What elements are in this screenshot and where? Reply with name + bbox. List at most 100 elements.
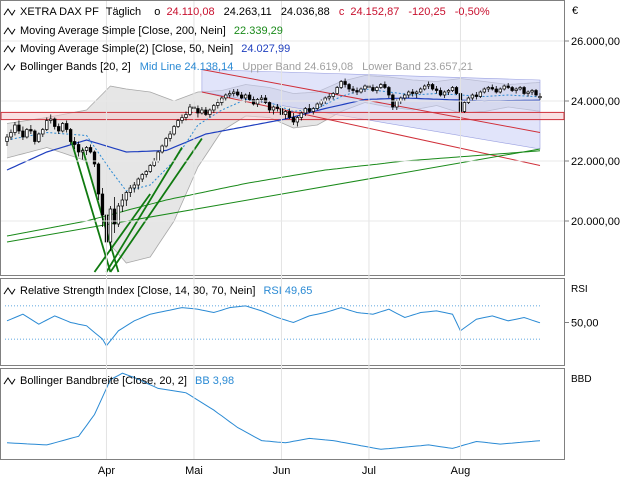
candle-body-up xyxy=(200,109,204,114)
line-icon xyxy=(3,287,16,295)
candle-body-up xyxy=(128,187,132,193)
candle-body-down xyxy=(263,97,268,103)
candle-body-down xyxy=(21,130,25,138)
candle-body-up xyxy=(315,103,319,109)
candle-body-down xyxy=(291,117,296,123)
candle xyxy=(518,86,522,91)
candle xyxy=(80,147,85,160)
candle xyxy=(72,137,77,149)
candle-body-up xyxy=(144,171,148,175)
candle-body-up xyxy=(335,87,339,94)
candle xyxy=(351,86,355,94)
candle-body-up xyxy=(184,114,188,118)
candle-body-up xyxy=(49,118,53,121)
candle xyxy=(415,90,419,98)
price-plot xyxy=(0,69,565,273)
line-icon xyxy=(3,45,16,53)
candle xyxy=(180,114,184,124)
price-tick-label: 24.000,00 xyxy=(571,96,620,108)
candle xyxy=(419,87,423,94)
candle-body-up xyxy=(303,108,307,114)
candle xyxy=(466,96,471,104)
candle-body-up xyxy=(283,111,288,115)
candle-body-up xyxy=(482,88,486,93)
rsi-legend: Relative Strength Index [Close, 14, 30, … xyxy=(3,284,588,297)
candle-body-down xyxy=(57,126,61,132)
candle xyxy=(148,164,152,173)
candle-body-down xyxy=(534,90,538,96)
rsi-line xyxy=(6,305,541,347)
candle-body-up xyxy=(466,97,471,103)
currency-symbol: € xyxy=(572,5,578,17)
rsi-panel-label: RSI xyxy=(571,284,588,295)
bbw-label: Bollinger Bandbreite [Close, 20, 2] xyxy=(20,375,187,387)
candle xyxy=(13,122,17,136)
candle xyxy=(136,177,140,190)
candle xyxy=(25,128,29,139)
ma50-value: 24.027,99 xyxy=(241,43,290,55)
candle-body-up xyxy=(255,99,260,105)
candle-body-up xyxy=(442,91,447,96)
candle-body-up xyxy=(514,88,518,91)
candle xyxy=(96,162,101,200)
candle xyxy=(422,84,427,91)
candle xyxy=(200,107,204,115)
candle-body-up xyxy=(538,96,542,99)
rsi-tick-label: 50,00 xyxy=(571,318,599,330)
candle xyxy=(212,104,216,113)
candle xyxy=(88,144,93,154)
candle-body-down xyxy=(522,87,526,94)
candle-body-down xyxy=(251,99,256,105)
candle-body-up xyxy=(212,105,216,111)
bb-upper-value: Upper Band 24.619,08 xyxy=(242,61,353,73)
candle-body-down xyxy=(247,94,252,100)
candle-body-up xyxy=(136,178,140,186)
candle-body-up xyxy=(331,93,335,97)
x-tick-label-jul: Jul xyxy=(362,465,376,477)
candle-body-up xyxy=(188,106,192,115)
price-tick-label: 22.000,00 xyxy=(571,156,620,168)
candle xyxy=(379,83,383,89)
candle xyxy=(434,86,439,94)
candle xyxy=(407,90,411,98)
candle xyxy=(299,111,303,121)
candle-body-down xyxy=(506,85,510,88)
rsi-label: Relative Strength Index [Close, 14, 30, … xyxy=(20,285,255,297)
candle xyxy=(236,89,240,97)
candle xyxy=(120,194,125,212)
candle xyxy=(450,86,455,92)
candle xyxy=(21,126,25,140)
candle-body-up xyxy=(132,184,136,189)
svg-text:Bollinger Bandbreite [Close, 2: Bollinger Bandbreite [Close, 20, 2] BB 3… xyxy=(20,375,234,387)
candle xyxy=(76,141,81,157)
candle-body-up xyxy=(244,94,248,99)
candle-body-up xyxy=(140,174,144,180)
x-tick-label-apr: Apr xyxy=(98,465,115,477)
line-icon xyxy=(3,27,16,35)
candle-body-down xyxy=(474,94,479,97)
candle-body-up xyxy=(379,84,383,88)
candle-body-up xyxy=(359,88,363,93)
candle xyxy=(375,86,379,94)
candle xyxy=(188,104,192,116)
change-pct: -0,50% xyxy=(455,6,490,18)
bb-mid-value: Mid Line 24.138,14 xyxy=(140,61,234,73)
line-icon xyxy=(3,377,16,385)
candle xyxy=(68,128,73,145)
candle xyxy=(112,197,117,233)
candle xyxy=(363,84,367,92)
candle-body-up xyxy=(518,87,522,90)
candle-body-down xyxy=(204,109,208,115)
candle-body-up xyxy=(172,126,176,135)
candle-body-up xyxy=(403,94,407,99)
candle-body-up xyxy=(176,120,180,127)
candle xyxy=(65,120,69,133)
fan-line-4 xyxy=(105,147,183,273)
candle-body-up xyxy=(419,88,423,93)
candle xyxy=(116,203,121,227)
candle-body-up xyxy=(339,81,343,88)
high-value: 24.263,11 xyxy=(224,6,272,18)
bb-lower-value: Lower Band 23.657,21 xyxy=(362,61,473,73)
candle-body-down xyxy=(196,108,200,114)
